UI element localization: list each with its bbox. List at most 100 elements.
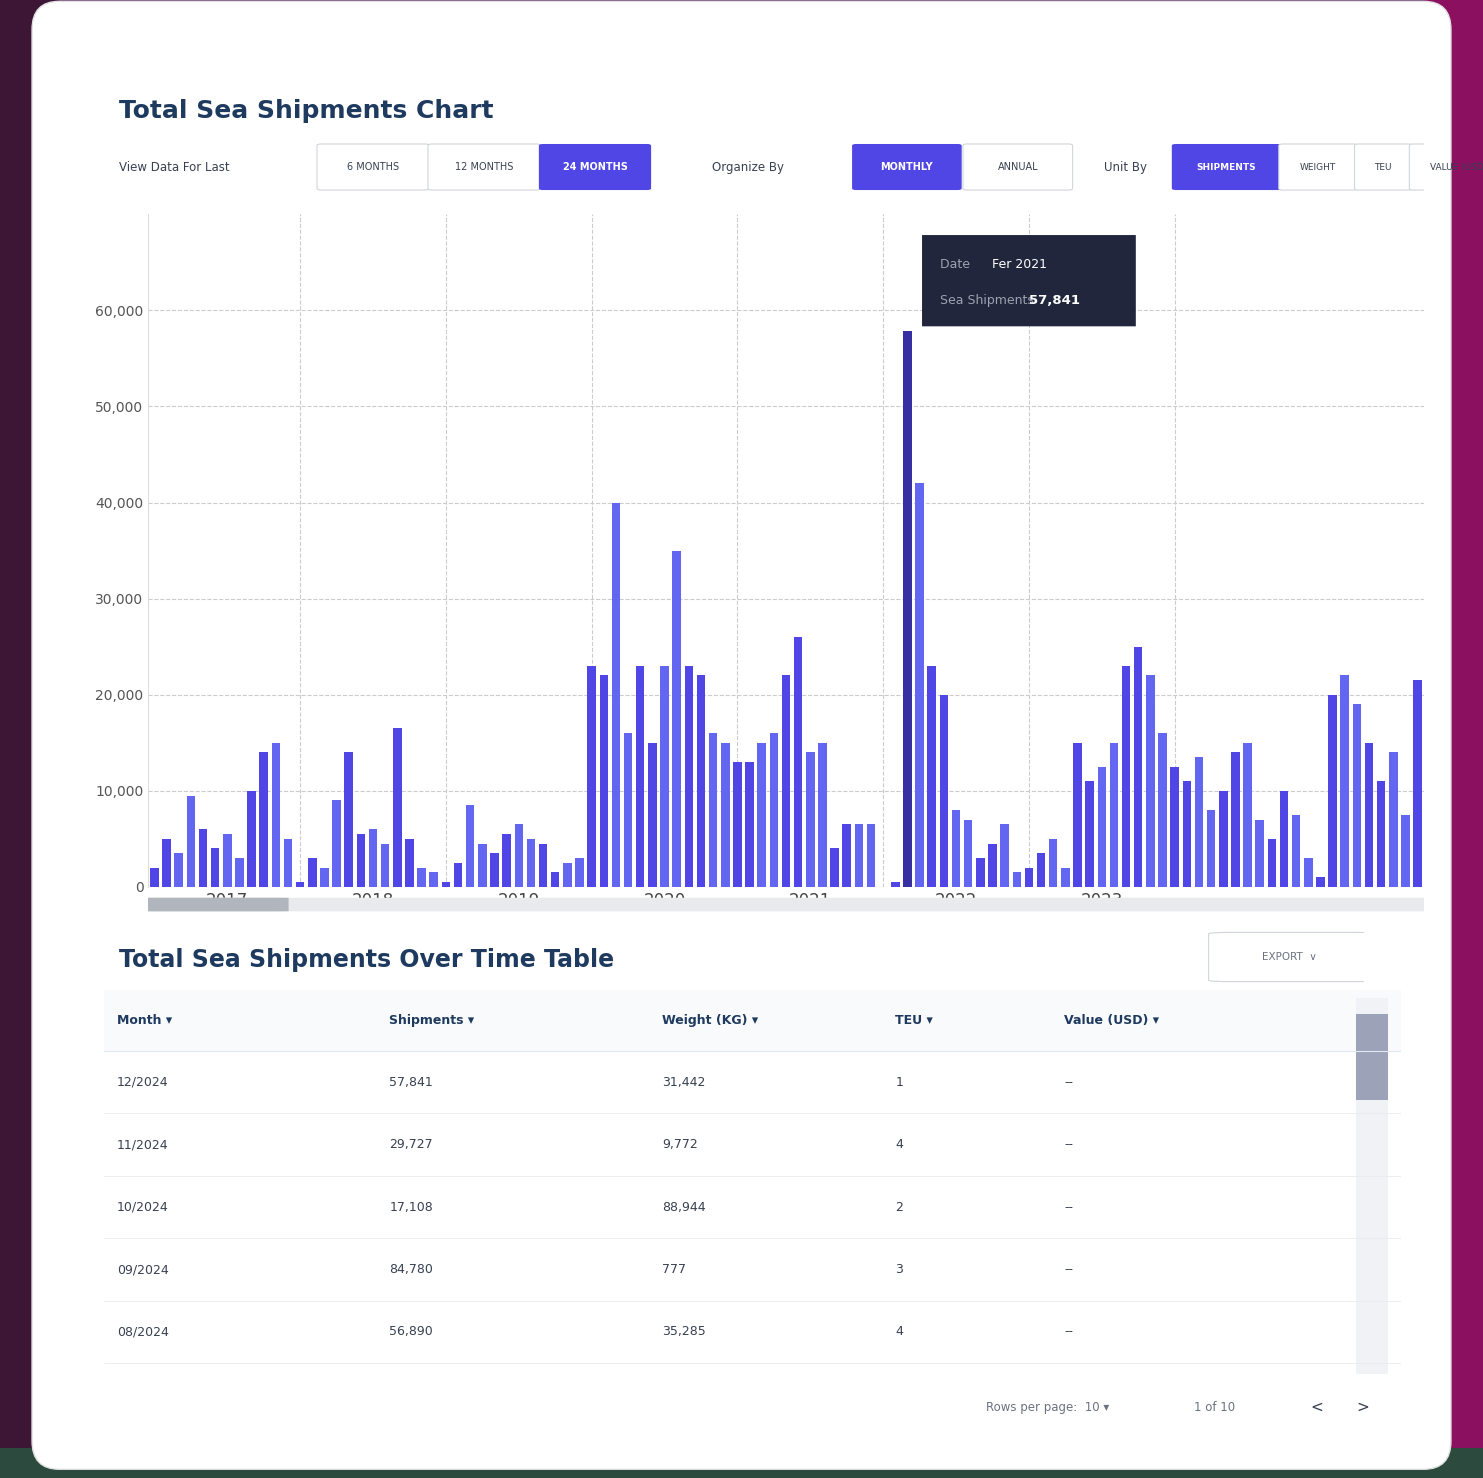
Bar <box>356 834 365 887</box>
Text: Date: Date <box>940 257 979 270</box>
Text: TEU ▾: TEU ▾ <box>896 1014 933 1027</box>
Text: Total Sea Shipments Chart: Total Sea Shipments Chart <box>119 99 494 123</box>
Bar <box>1195 757 1203 887</box>
Text: 84,780: 84,780 <box>390 1264 433 1276</box>
Bar <box>248 791 255 887</box>
Text: View Data For Last: View Data For Last <box>119 161 230 173</box>
Text: 31,442: 31,442 <box>661 1076 704 1089</box>
Bar <box>1170 767 1179 887</box>
Text: --: -- <box>1065 1326 1074 1339</box>
Bar <box>624 733 632 887</box>
Bar <box>807 752 814 887</box>
Bar <box>1013 872 1020 887</box>
Bar <box>782 675 790 887</box>
Text: Unit By: Unit By <box>1103 161 1146 173</box>
Bar <box>636 665 645 887</box>
Bar <box>1062 868 1069 887</box>
Text: WEIGHT: WEIGHT <box>1299 163 1336 171</box>
Text: 88,944: 88,944 <box>661 1200 706 1213</box>
Bar <box>1231 752 1240 887</box>
Bar <box>770 733 779 887</box>
FancyBboxPatch shape <box>962 143 1072 191</box>
Bar <box>393 729 402 887</box>
Bar <box>927 665 936 887</box>
Text: Weight (KG) ▾: Weight (KG) ▾ <box>661 1014 758 1027</box>
Text: EXPORT  ∨: EXPORT ∨ <box>1262 952 1317 962</box>
FancyBboxPatch shape <box>429 143 540 191</box>
Bar <box>1121 665 1130 887</box>
Text: 11/2024: 11/2024 <box>117 1138 169 1151</box>
Bar <box>478 844 486 887</box>
Bar <box>1304 857 1312 887</box>
Bar <box>940 695 948 887</box>
Bar <box>283 838 292 887</box>
Bar <box>222 834 231 887</box>
Bar <box>150 868 159 887</box>
FancyBboxPatch shape <box>1172 143 1281 191</box>
Bar <box>758 742 765 887</box>
Bar <box>685 665 693 887</box>
Text: >: > <box>1355 1400 1369 1414</box>
Bar <box>1401 814 1410 887</box>
Bar <box>308 857 316 887</box>
Bar <box>552 872 559 887</box>
FancyBboxPatch shape <box>1209 933 1376 981</box>
FancyBboxPatch shape <box>87 986 1418 1386</box>
Bar <box>1256 819 1264 887</box>
Text: 57,841: 57,841 <box>1029 294 1080 307</box>
Bar <box>0 1448 1483 1478</box>
FancyBboxPatch shape <box>1278 143 1357 191</box>
Bar <box>1329 695 1336 887</box>
Bar <box>842 825 851 887</box>
Text: 4: 4 <box>896 1138 903 1151</box>
Bar <box>320 868 329 887</box>
Text: 17,108: 17,108 <box>390 1200 433 1213</box>
Bar <box>297 882 304 887</box>
Text: 3: 3 <box>896 1264 903 1276</box>
Bar <box>891 882 900 887</box>
Text: TEU: TEU <box>1375 163 1393 171</box>
Bar <box>709 733 718 887</box>
Text: 35,285: 35,285 <box>661 1326 706 1339</box>
Bar <box>866 825 875 887</box>
Bar <box>0 0 59 1478</box>
Bar <box>1207 810 1216 887</box>
Bar <box>599 675 608 887</box>
FancyBboxPatch shape <box>922 235 1136 327</box>
Bar <box>976 857 985 887</box>
Bar <box>1074 742 1081 887</box>
Text: 08/2024: 08/2024 <box>117 1326 169 1339</box>
Bar <box>236 857 243 887</box>
Text: 09/2024: 09/2024 <box>117 1264 169 1276</box>
Bar <box>538 844 547 887</box>
Text: --: -- <box>1065 1264 1074 1276</box>
Text: 2: 2 <box>896 1200 903 1213</box>
Bar <box>1158 733 1167 887</box>
Bar <box>1376 780 1385 887</box>
Bar <box>199 829 208 887</box>
Bar <box>1243 742 1252 887</box>
Bar <box>1182 780 1191 887</box>
Bar <box>1219 791 1228 887</box>
FancyBboxPatch shape <box>317 143 429 191</box>
Bar <box>466 806 475 887</box>
Text: MONTHLY: MONTHLY <box>881 163 933 171</box>
Text: 9,772: 9,772 <box>661 1138 697 1151</box>
Text: 12 MONTHS: 12 MONTHS <box>455 163 513 171</box>
Bar <box>1341 675 1350 887</box>
Text: 6 MONTHS: 6 MONTHS <box>347 163 399 171</box>
Bar <box>503 834 510 887</box>
Text: Value (USD) ▾: Value (USD) ▾ <box>1065 1014 1160 1027</box>
Bar <box>1355 998 1388 1375</box>
Text: Total Sea Shipments Over Time Table: Total Sea Shipments Over Time Table <box>119 949 614 973</box>
Text: 56,890: 56,890 <box>390 1326 433 1339</box>
Bar <box>1086 780 1094 887</box>
Bar <box>721 742 730 887</box>
Bar <box>1048 838 1057 887</box>
Text: <: < <box>1311 1400 1323 1414</box>
Bar <box>1390 752 1397 887</box>
Bar <box>648 742 657 887</box>
Bar <box>260 752 268 887</box>
Bar <box>854 825 863 887</box>
Text: Fer 2021: Fer 2021 <box>992 257 1047 270</box>
